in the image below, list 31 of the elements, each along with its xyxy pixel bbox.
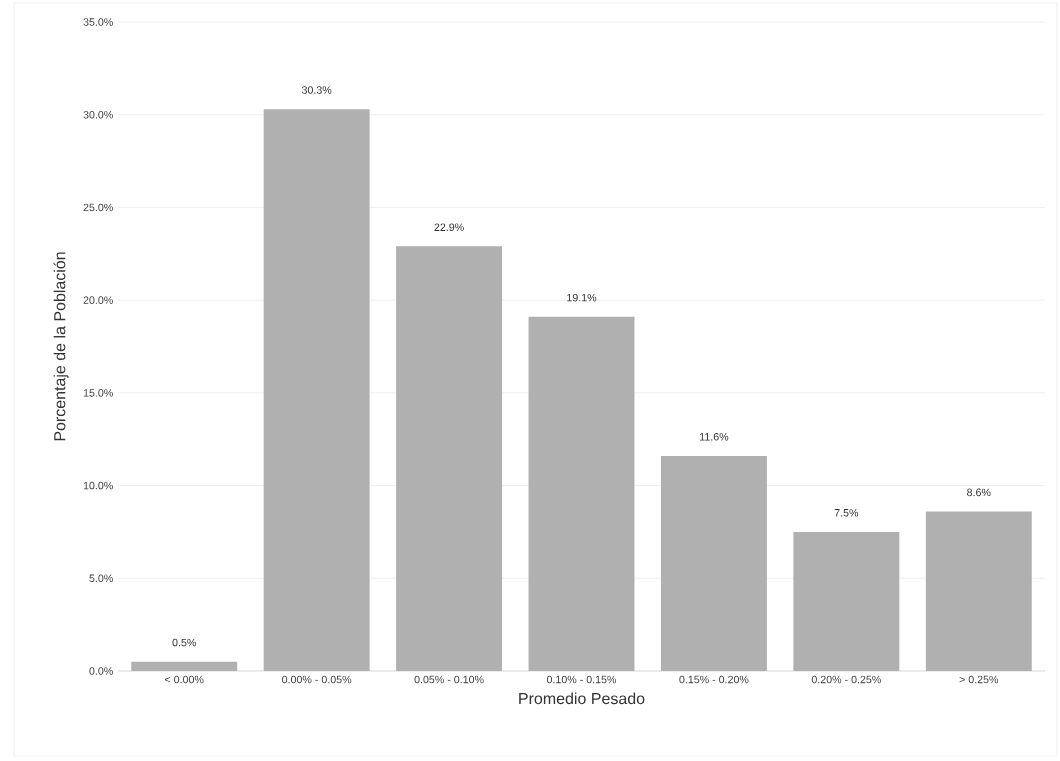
x-tick-label: 0.00% - 0.05% bbox=[282, 675, 352, 684]
y-axis-title: Porcentaje de la Población bbox=[53, 252, 69, 441]
bar bbox=[263, 109, 370, 671]
x-tick-label: 0.10% - 0.15% bbox=[546, 675, 617, 684]
x-tick-label: 0.20% - 0.25% bbox=[811, 675, 881, 684]
data-label: 11.6% bbox=[700, 432, 729, 441]
data-label: 30.3% bbox=[301, 86, 332, 94]
data-label: 0.5% bbox=[172, 638, 196, 647]
data-label: 8.6% bbox=[967, 488, 991, 497]
y-tick-label: 15.0% bbox=[83, 389, 113, 397]
bar bbox=[528, 316, 635, 671]
x-tick-label: 0.05% - 0.10% bbox=[414, 675, 484, 684]
y-tick-label: 5.0% bbox=[89, 574, 113, 583]
x-tick-label: 0.15% - 0.20% bbox=[679, 675, 749, 684]
y-tick-label: 0.0% bbox=[89, 667, 113, 675]
data-label: 19.1% bbox=[567, 293, 597, 302]
bar bbox=[925, 511, 1032, 671]
x-tick-label: > 0.25% bbox=[959, 675, 999, 684]
y-tick-label: 25.0% bbox=[83, 203, 113, 212]
x-axis-title: Promedio Pesado bbox=[519, 692, 645, 705]
y-tick-label: 10.0% bbox=[83, 481, 113, 490]
bar bbox=[660, 455, 767, 671]
y-tick-label: 35.0% bbox=[83, 18, 113, 26]
x-tick-label: < 0.00% bbox=[165, 675, 204, 684]
bar bbox=[131, 661, 238, 671]
bar bbox=[396, 246, 503, 671]
data-label: 7.5% bbox=[834, 509, 859, 517]
bar bbox=[793, 531, 900, 671]
y-tick-label: 20.0% bbox=[83, 296, 113, 304]
y-tick-label: 30.0% bbox=[83, 110, 113, 119]
data-label: 22.9% bbox=[434, 223, 464, 231]
